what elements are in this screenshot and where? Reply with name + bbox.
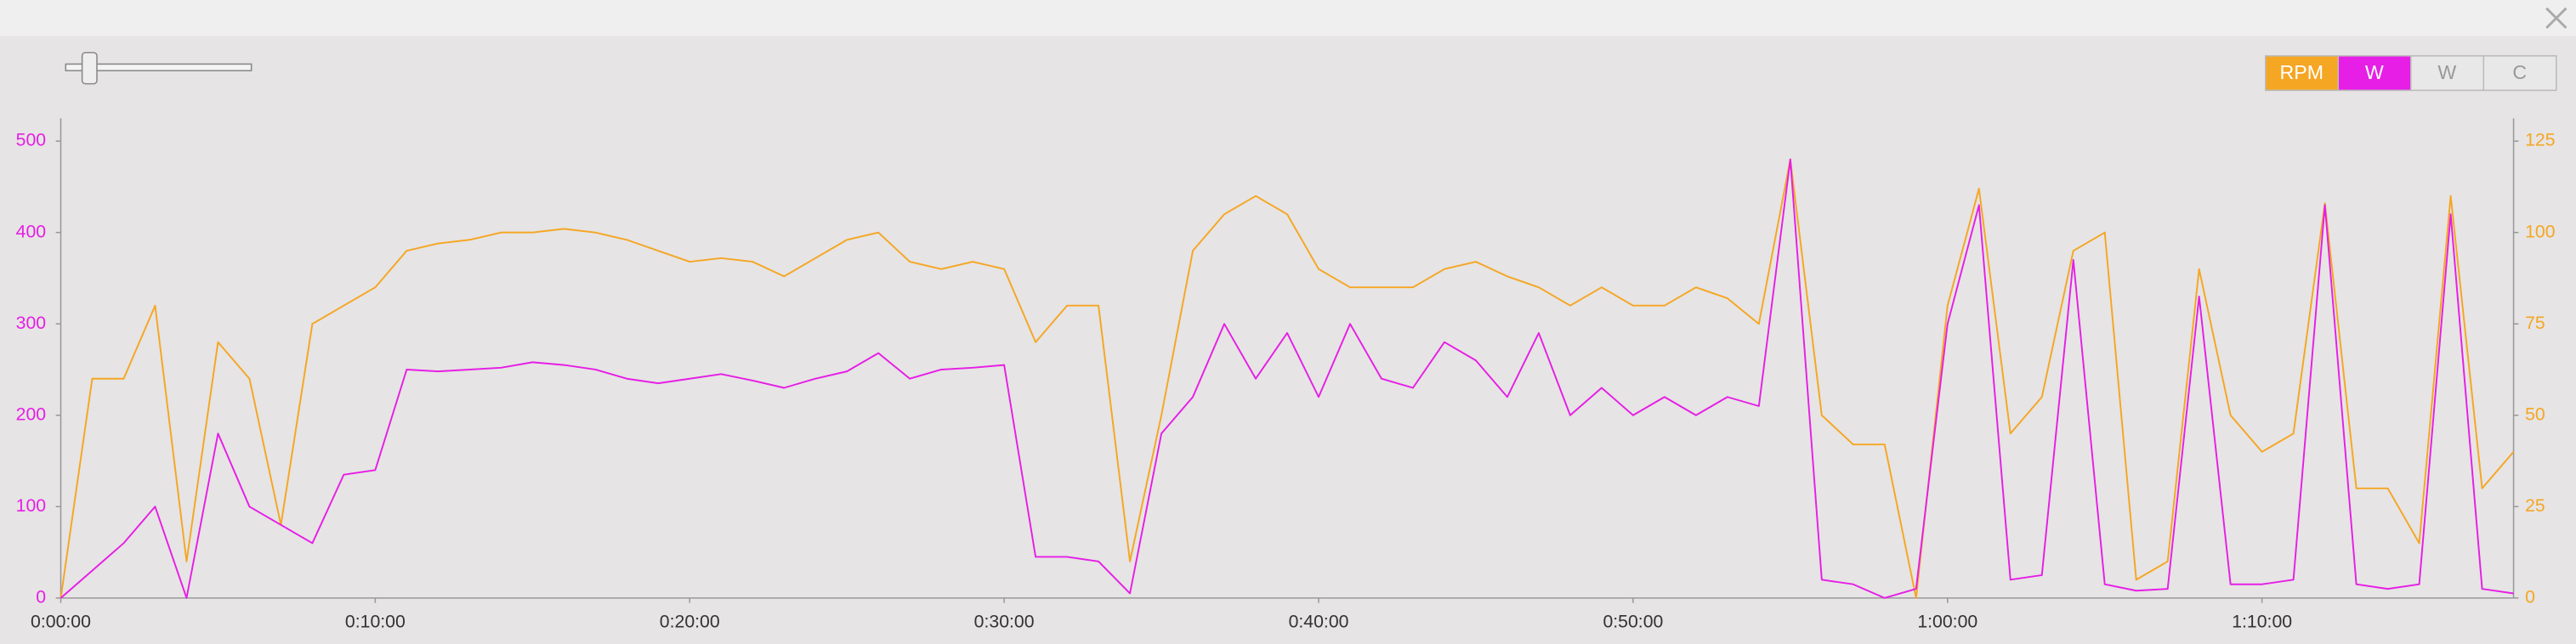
y2-tick-label: 125 (2525, 130, 2555, 150)
toggle-button-label[interactable]: W (2365, 61, 2384, 83)
title-bar (0, 0, 2576, 37)
x-tick-label: 0:00:00 (31, 611, 91, 631)
y-tick-label: 400 (16, 221, 46, 241)
y2-tick-label: 25 (2525, 495, 2545, 516)
x-tick-label: 0:40:00 (1289, 611, 1349, 631)
series-line (60, 158, 2514, 599)
series-line (60, 158, 2515, 599)
zoom-slider[interactable] (65, 52, 252, 85)
toggle-button[interactable] (2482, 54, 2557, 92)
y-tick-label: 500 (16, 130, 46, 150)
toggle-button-label[interactable]: C (2512, 61, 2527, 83)
x-tick-label: 0:50:00 (1603, 611, 1663, 631)
x-tick-label: 1:10:00 (2232, 611, 2292, 631)
y2-tick-label: 75 (2525, 313, 2545, 333)
x-tick-label: 0:30:00 (974, 611, 1035, 631)
x-tick-label: 0:20:00 (660, 611, 720, 631)
y-tick-label: 300 (16, 313, 46, 333)
y-tick-label: 200 (16, 404, 46, 424)
x-tick-label: 1:00:00 (1917, 611, 1977, 631)
x-tick-label: 0:10:00 (345, 611, 406, 631)
y-tick-label: 100 (16, 495, 46, 516)
y2-tick-label: 50 (2525, 404, 2545, 424)
y2-tick-label: 0 (2525, 586, 2535, 607)
y2-tick-label: 100 (2525, 221, 2555, 241)
toggle-button[interactable] (2265, 54, 2340, 92)
series-toggle-group: RPM W W C (2265, 54, 2557, 92)
toggle-button-label[interactable]: RPM (2280, 61, 2324, 83)
y-tick-label: 0 (36, 586, 46, 607)
close-button[interactable] (2545, 7, 2567, 29)
toggle-button-label[interactable]: W (2437, 61, 2456, 83)
toggle-button[interactable] (2337, 54, 2412, 92)
toggle-button[interactable] (2410, 54, 2485, 92)
plot: 0 100 200 300 400 500 0 25 50 75 100 125 0:00:00 0:10… (16, 130, 2556, 632)
